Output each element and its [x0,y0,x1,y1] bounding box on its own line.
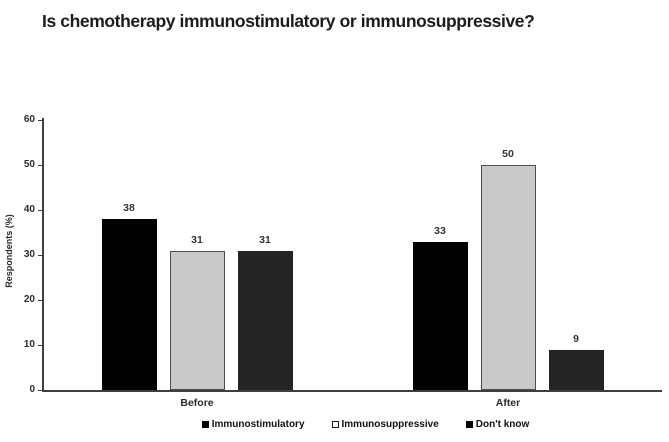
bar [169,250,225,390]
legend-label: Immunosuppressive [341,419,439,430]
bar-value-label: 31 [191,233,203,246]
y-tick-label: 50 [23,159,35,170]
y-tick-label: 0 [29,384,35,395]
y-tick-label: 40 [23,204,35,215]
y-tick-mark [38,389,42,391]
y-tick-mark [38,299,42,301]
x-category-label: After [495,397,521,409]
legend-item: Immunostimulatory [201,419,305,430]
y-axis [42,118,44,391]
legend-item: Don't know [465,419,530,430]
bar [480,165,536,390]
y-tick-mark [38,254,42,256]
chart-title: Is chemotherapy immunostimulatory or imm… [42,11,535,31]
y-tick-label: 10 [23,339,35,350]
legend: Immunostimulatory Immunosuppressive Don't … [31,419,669,430]
y-tick-mark [38,344,42,346]
bar-value-label: 50 [502,148,514,160]
y-tick-mark [38,164,42,166]
y-tick-label: 20 [23,294,35,305]
bar-value-label: 38 [123,202,135,214]
bar-value-label: 9 [573,332,579,345]
bar-value-label: 31 [259,233,271,246]
y-tick-mark [38,209,42,211]
x-axis [42,390,662,392]
legend-item: Immunosuppressive [331,419,439,430]
y-tick-label: 30 [23,249,35,260]
legend-label: Immunostimulatory [211,419,305,430]
bar [548,349,604,390]
bar-value-label: 33 [434,224,446,237]
bar [237,250,293,390]
bar [101,219,157,390]
legend-swatch-icon [465,421,473,428]
legend-label: Don't know [475,419,530,430]
x-category-label: Before [180,397,214,409]
legend-swatch-icon [331,421,339,428]
y-tick-label: 60 [23,114,35,125]
legend-swatch-icon [201,421,209,428]
bar [412,241,468,390]
y-tick-mark [38,119,42,121]
